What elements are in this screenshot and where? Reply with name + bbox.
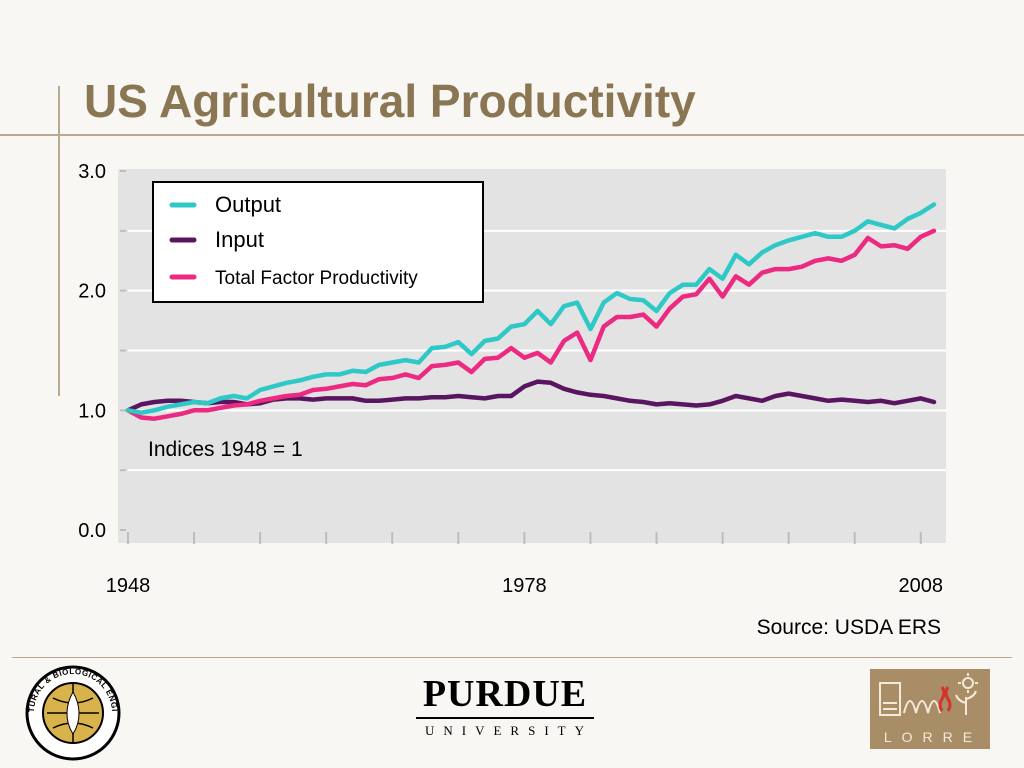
lorre-graphic-icon [879,673,978,716]
axis-ticks: 0.0 1.0 2.0 3.0 1948 1978 2008 [78,161,943,597]
page-title: US Agricultural Productivity [84,75,696,127]
chart-legend: Output Input Total Factor Productivity [152,181,484,303]
purdue-logo: PURDUE UNIVERSITY [400,675,610,739]
y-tick-label: 3.0 [78,161,106,183]
lorre-logo: LORRE [870,669,990,749]
x-tick-label: 2008 [899,575,944,597]
legend-box [152,181,484,303]
purdue-name: PURDUE [422,673,588,715]
chart-annotation: Indices 1948 = 1 [148,438,303,461]
y-tick-label: 2.0 [78,281,106,303]
x-tick-label: 1978 [502,575,547,597]
purdue-university: UNIVERSITY [425,723,593,738]
y-tick-label: 0.0 [78,520,106,542]
y-tick-label: 1.0 [78,400,106,422]
productivity-chart: 0.0 1.0 2.0 3.0 1948 1978 2008 Output Input Tota… [78,161,946,597]
lorre-text: LORRE [883,729,983,745]
purdue-rule [416,717,594,719]
series-lines [125,202,937,421]
source-note: Source: USDA ERS [756,616,941,639]
x-tick-label: 1948 [106,575,151,597]
abe-seal-logo: AGRICULTURAL & BIOLOGICAL ENGINEERING [20,664,121,761]
series-line-total-factor-productivity [125,228,937,421]
legend-label: Input [215,227,264,252]
title-horizontal-rule [0,134,1024,136]
footer-rule [12,657,1012,658]
title-vertical-rule [58,86,60,396]
legend-label: Total Factor Productivity [215,268,418,289]
legend-label: Output [215,192,281,217]
series-line-output [125,202,937,415]
